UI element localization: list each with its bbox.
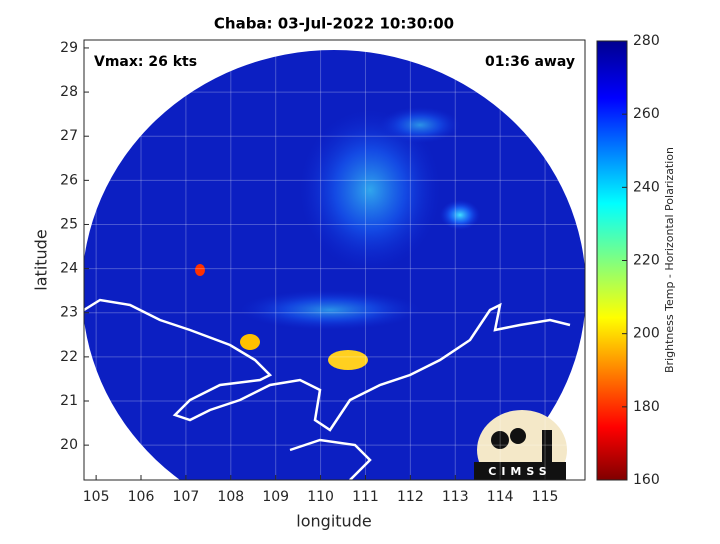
- x-tick-label: 114: [487, 489, 514, 505]
- annotation: 01:36 away: [485, 54, 575, 70]
- x-tick-label: 106: [128, 489, 155, 505]
- y-tick-label: 21: [60, 393, 78, 409]
- x-tick-label: 113: [442, 489, 469, 505]
- annotation: Vmax: 26 kts: [94, 54, 197, 70]
- colorbar-tick-label: 200: [633, 326, 660, 342]
- colorbar-tick-label: 260: [633, 106, 660, 122]
- colorbar-tick-label: 180: [633, 399, 660, 415]
- x-tick-label: 115: [532, 489, 559, 505]
- logo: CIMSS: [474, 410, 567, 480]
- colorbar-label: Brightness Temp - Horizontal Polarizatio…: [663, 147, 676, 373]
- y-tick-label: 26: [60, 172, 78, 188]
- y-tick-label: 27: [60, 128, 78, 144]
- x-tick-label: 112: [397, 489, 424, 505]
- colorbar-tick-label: 280: [633, 33, 660, 49]
- colorbar-tick-label: 240: [633, 179, 660, 195]
- y-tick-label: 23: [60, 305, 78, 321]
- y-tick-label: 25: [60, 216, 78, 232]
- x-tick-label: 107: [173, 489, 200, 505]
- colorbar-tick-label: 220: [633, 253, 660, 269]
- y-tick-label: 28: [60, 84, 78, 100]
- chart-title: Chaba: 03-Jul-2022 10:30:00: [214, 15, 454, 33]
- x-tick-label: 108: [217, 489, 244, 505]
- y-tick-label: 29: [60, 40, 78, 56]
- x-tick-label: 109: [262, 489, 289, 505]
- y-tick-label: 22: [60, 349, 78, 365]
- x-axis-label: longitude: [296, 512, 371, 531]
- y-tick-label: 20: [60, 437, 78, 453]
- y-tick-label: 24: [60, 261, 78, 277]
- x-tick-label: 111: [352, 489, 379, 505]
- satellite-image: CIMSS: [84, 50, 585, 480]
- logo-text: CIMSS: [488, 465, 551, 478]
- y-axis-label: latitude: [32, 229, 51, 290]
- plot-frame: [83, 39, 586, 481]
- x-tick-label: 105: [83, 489, 110, 505]
- x-tick-label: 110: [307, 489, 334, 505]
- colorbar-tick-label: 160: [633, 472, 660, 488]
